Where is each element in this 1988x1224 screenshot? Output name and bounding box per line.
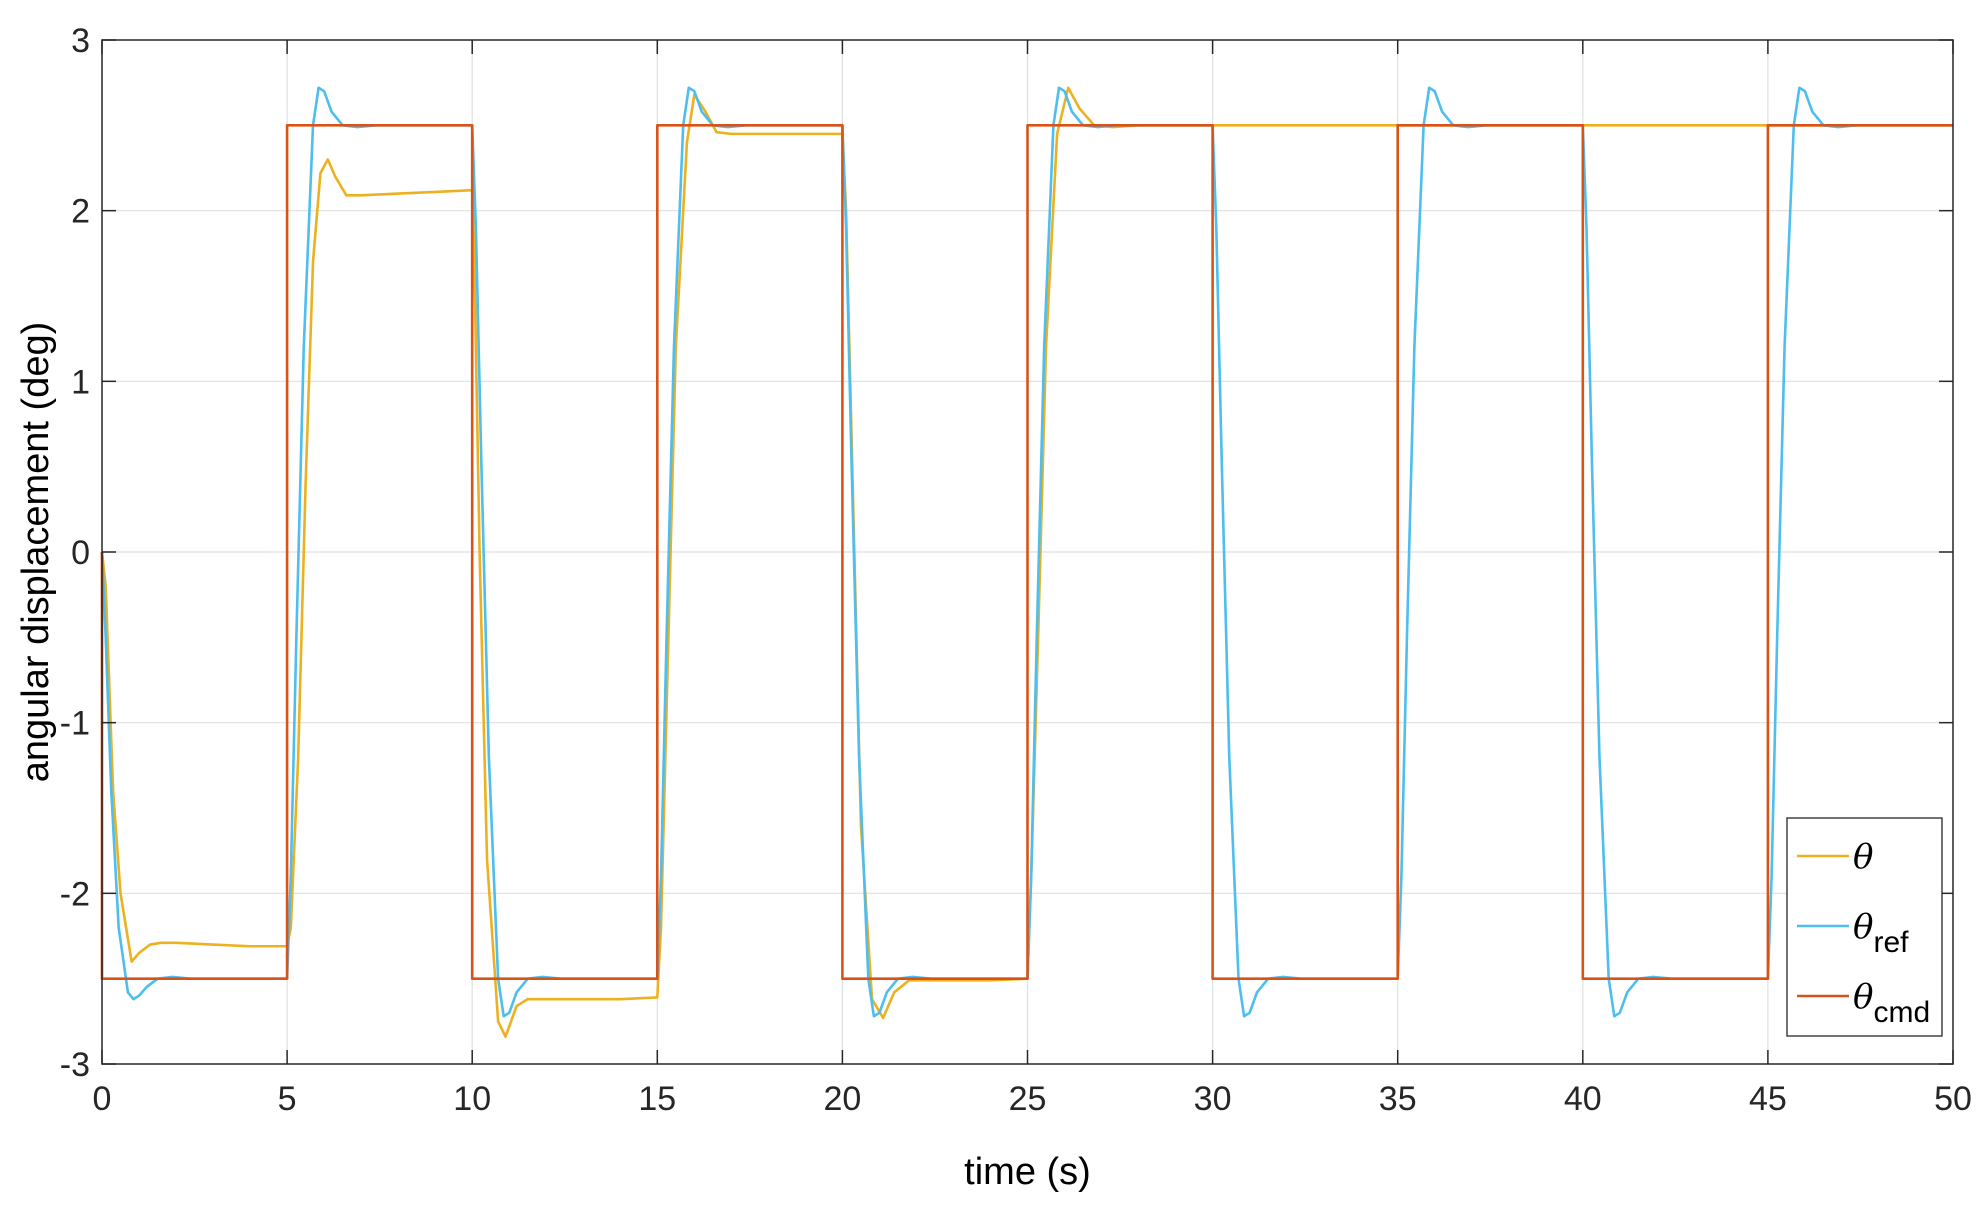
series-layer — [100, 86, 1953, 1038]
y-tick-label-1: -2 — [60, 875, 90, 913]
ticks: 0 5 10 15 20 25 30 35 40 45 50 -3 -2 -1 0 1 2 3 — [60, 22, 1972, 1118]
x-tick-label-6: 30 — [1194, 1080, 1232, 1118]
series-line-3 — [100, 124, 1953, 980]
y-tick-label-6: 3 — [71, 22, 90, 60]
y-axis-label: angular displacement (deg) — [15, 322, 57, 783]
x-tick-label-9: 45 — [1749, 1080, 1787, 1118]
x-tick-label-10: 50 — [1934, 1080, 1972, 1118]
y-tick-label-5: 2 — [71, 193, 90, 231]
x-tick-label-3: 15 — [638, 1080, 676, 1118]
y-tick-label-4: 1 — [71, 363, 90, 401]
y-tick-label-0: -3 — [60, 1046, 90, 1084]
x-tick-label-8: 40 — [1564, 1080, 1602, 1118]
y-tick-label-2: -1 — [60, 705, 90, 743]
legend-label-2: θref — [1853, 907, 1909, 959]
legend-label-1: θ — [1853, 837, 1873, 877]
x-tick-label-1: 5 — [278, 1080, 297, 1118]
legend-label-3: θcmd — [1853, 977, 1930, 1029]
x-tick-label-5: 25 — [1009, 1080, 1047, 1118]
x-tick-label-2: 10 — [453, 1080, 491, 1118]
legend: θ θref θcmd — [1786, 817, 1943, 1037]
y-tick-label-3: 0 — [71, 534, 90, 572]
x-tick-label-7: 35 — [1379, 1080, 1417, 1118]
x-axis-label: time (s) — [964, 1151, 1091, 1193]
x-tick-label-4: 20 — [823, 1080, 861, 1118]
x-tick-label-0: 0 — [93, 1080, 112, 1118]
